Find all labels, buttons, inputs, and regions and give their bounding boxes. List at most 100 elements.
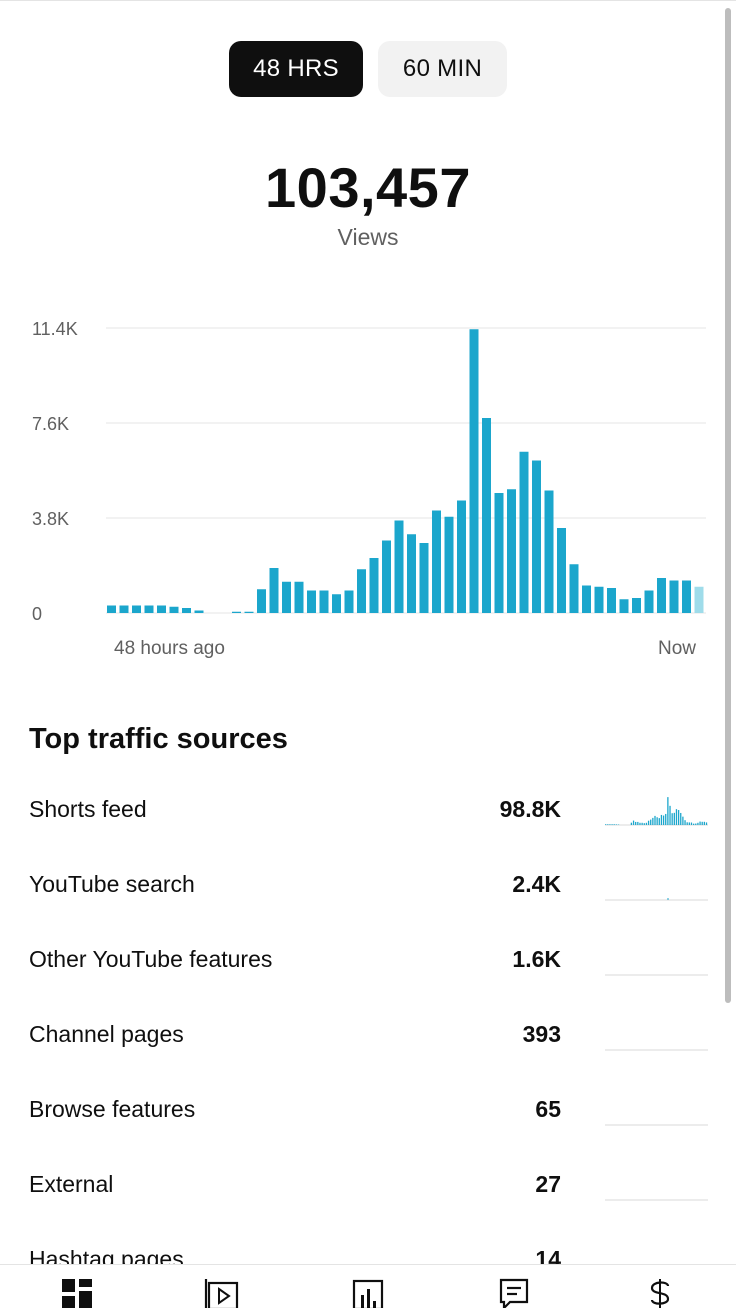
y-tick-label: 3.8K (32, 509, 70, 529)
sparkline-bar (688, 822, 690, 825)
chart-bar (282, 581, 291, 613)
chart-bar (494, 493, 504, 613)
chart-bar (369, 558, 379, 613)
sparkline-bar (611, 824, 613, 825)
sparkline-bar (643, 823, 645, 825)
sparkline-bar (697, 822, 699, 825)
sparkline-bar (667, 797, 669, 825)
chart-bar (119, 605, 129, 613)
sparkline-bar (680, 812, 682, 825)
traffic-source-row[interactable]: Shorts feed 98.8K (0, 774, 736, 849)
sparkline-bar (645, 822, 648, 825)
chart-bar (344, 590, 354, 613)
traffic-source-name: YouTube search (29, 871, 195, 897)
traffic-source-row[interactable]: External 27 (0, 1149, 736, 1224)
bottom-nav (0, 1264, 736, 1308)
traffic-source-sparkline (605, 1199, 708, 1201)
traffic-source-name: Channel pages (29, 1021, 184, 1047)
sparkline-bar (650, 819, 652, 825)
sparkline-bar (647, 820, 650, 825)
chart-bar (332, 594, 341, 613)
sparkline-bar (641, 822, 643, 825)
sparkline-bar (605, 824, 607, 825)
sparkline-bar (635, 821, 637, 825)
x-tick-label-start: 48 hours ago (114, 638, 225, 659)
sparkline-bar (637, 821, 639, 825)
chart-bar (269, 568, 279, 613)
traffic-source-name: External (29, 1171, 114, 1197)
chart-bar (382, 540, 391, 613)
sparkline-bar (673, 812, 675, 825)
sparkline-bar (615, 824, 618, 825)
sparkline-bar (692, 823, 695, 825)
chart-bar (669, 580, 679, 613)
nav-earn[interactable] (640, 1277, 680, 1308)
sparkline-bar (654, 815, 656, 825)
traffic-source-row[interactable]: Browse features 65 (0, 1074, 736, 1149)
sparkline-bar (660, 814, 663, 825)
chart-bar (419, 543, 429, 613)
chart-bar (544, 490, 554, 613)
sparkline-bar (690, 822, 693, 825)
chart-bar (357, 569, 366, 613)
chart-bar (519, 451, 529, 613)
traffic-source-row[interactable]: Other YouTube features 1.6K (0, 924, 736, 999)
x-tick-label-end: Now (657, 638, 696, 659)
sparkline-bar (669, 805, 671, 825)
sparkline-bar (671, 813, 673, 825)
content-icon (204, 1279, 239, 1308)
chart-bar (169, 606, 179, 613)
y-tick-label: 11.4K (32, 319, 78, 339)
chart-bar (594, 586, 604, 613)
traffic-source-sparkline (605, 797, 708, 826)
chart-gridlines (106, 327, 706, 614)
chart-bar (619, 599, 629, 613)
chart-bar (632, 598, 641, 613)
sparkline-bar (613, 824, 615, 825)
y-tick-label: 0 (32, 604, 43, 624)
chart-bar (107, 605, 116, 613)
earn-icon (650, 1279, 670, 1308)
chart-bar (232, 611, 241, 613)
chart-bar (307, 590, 316, 613)
chart-bar (294, 581, 304, 613)
analytics-icon (352, 1279, 384, 1308)
chart-bar (582, 585, 591, 613)
scrollbar[interactable] (725, 8, 731, 1003)
traffic-source-sparkline (605, 1049, 708, 1051)
traffic-source-name: Browse features (29, 1096, 196, 1122)
sparkline-bar (665, 813, 667, 825)
sparkline-bar (699, 821, 701, 825)
sparkline-bar (630, 822, 633, 825)
traffic-source-row[interactable]: YouTube search 2.4K (0, 849, 736, 924)
nav-content[interactable] (202, 1277, 242, 1308)
traffic-source-sparkline (605, 898, 708, 901)
range-48-hours-button[interactable]: 48 HRS (229, 41, 363, 97)
chart-bar (507, 489, 516, 613)
traffic-source-name: Shorts feed (29, 796, 147, 822)
chart-bar (657, 578, 666, 613)
chart-bar (457, 500, 466, 613)
comments-icon (499, 1278, 529, 1308)
nav-dashboard[interactable] (57, 1277, 97, 1308)
chart-bar (644, 590, 654, 613)
sparkline-bar (677, 810, 680, 825)
sparkline-bar (609, 824, 611, 825)
sparkline-bar (686, 822, 688, 825)
chart-bar (482, 418, 491, 613)
traffic-source-row[interactable]: Channel pages 393 (0, 999, 736, 1074)
chart-bar (157, 605, 166, 613)
chart-bar (607, 588, 616, 613)
range-60-minutes-button[interactable]: 60 MIN (378, 41, 507, 97)
total-views-value: 103,457 (265, 156, 471, 219)
sparkline-bar (632, 820, 635, 825)
chart-bar (532, 460, 541, 613)
nav-analytics[interactable] (348, 1277, 388, 1308)
time-range-toggle: 48 HRS 60 MIN (229, 41, 507, 97)
sparkline-bar (701, 821, 703, 825)
chart-bar (244, 611, 254, 613)
nav-comments[interactable] (494, 1277, 534, 1308)
traffic-source-value: 65 (535, 1096, 561, 1122)
chart-bar (182, 608, 191, 613)
chart-bar (319, 590, 329, 613)
